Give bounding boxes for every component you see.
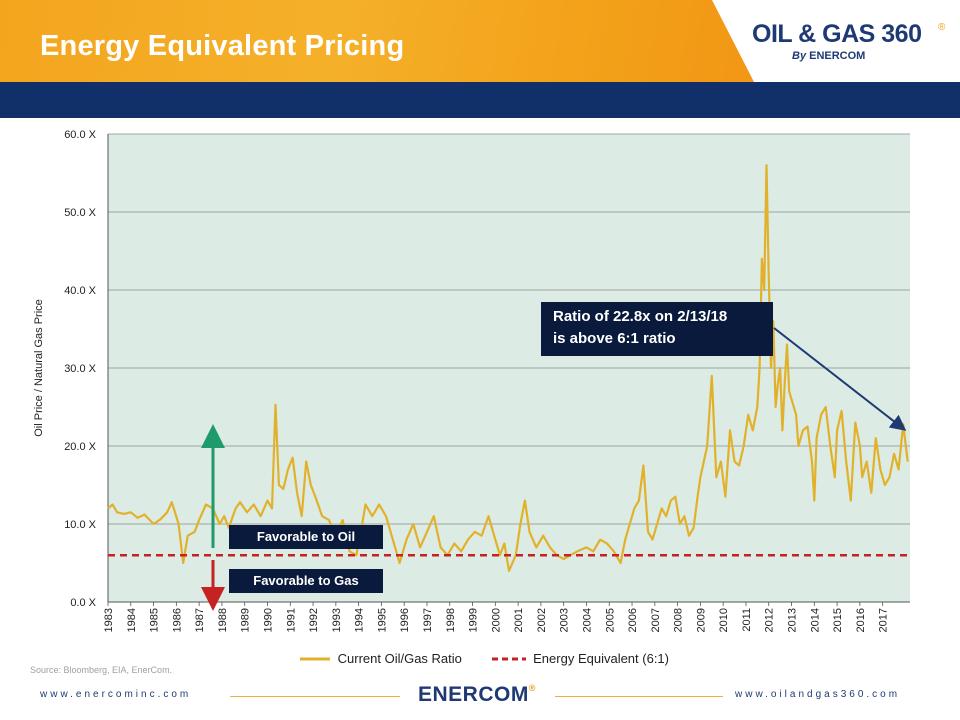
- ratio-series-line: [107, 164, 909, 572]
- x-tick-label: 2017: [878, 608, 890, 632]
- x-tick-label: 1997: [422, 608, 434, 632]
- x-tick-label: 1996: [399, 608, 411, 632]
- x-tick-label: 1995: [376, 608, 388, 632]
- footer-divider-left: [230, 696, 400, 697]
- x-tick-label: 2006: [627, 608, 639, 632]
- source-note: Source: Bloomberg, EIA, EnerCom.: [30, 665, 173, 675]
- x-tick-label: 2011: [741, 608, 753, 632]
- y-axis-label: Oil Price / Natural Gas Price: [33, 299, 45, 437]
- annotation-box: Ratio of 22.8x on 2/13/18 is above 6:1 r…: [541, 302, 773, 356]
- x-tick-label: 2012: [764, 608, 776, 632]
- x-tick-label: 2002: [536, 608, 548, 632]
- footer-logo-reg: ®: [528, 683, 536, 693]
- x-tick-label: 2007: [650, 608, 662, 632]
- x-tick-label: 2010: [718, 608, 730, 632]
- x-tick-label: 2008: [673, 608, 685, 632]
- y-tick-label: 30.0 X: [64, 363, 96, 375]
- annotation-line1: Ratio of 22.8x on 2/13/18: [553, 308, 728, 325]
- x-tick-label: 1991: [285, 608, 297, 632]
- footer-right-url[interactable]: www.oilandgas360.com: [735, 689, 901, 700]
- x-tick-label: 1988: [217, 608, 229, 632]
- registered-mark: ®: [938, 22, 946, 33]
- x-tick-label: 2016: [855, 608, 867, 632]
- x-tick-label: 1999: [468, 608, 480, 632]
- x-tick-label: 2015: [832, 608, 844, 632]
- logo-sub-name: ENERCOM: [809, 50, 866, 62]
- x-tick-label: 1984: [126, 608, 138, 632]
- footer-left-url[interactable]: www.enercominc.com: [40, 689, 192, 700]
- favorable-to-oil-label: Favorable to Oil: [229, 525, 383, 549]
- x-tick-label: 1990: [262, 608, 274, 632]
- navy-bar: [0, 82, 960, 118]
- x-tick-label: 1992: [308, 608, 320, 632]
- legend-label-equivalent: Energy Equivalent (6:1): [533, 651, 669, 667]
- logo-panel: [712, 0, 960, 82]
- x-tick-label: 1983: [103, 608, 115, 632]
- legend-swatch-ratio: [300, 657, 330, 661]
- logo-sub-by: By: [792, 50, 807, 62]
- y-tick-label: 10.0 X: [64, 519, 96, 531]
- x-tick-label: 1986: [171, 608, 183, 632]
- y-tick-label: 20.0 X: [64, 441, 96, 453]
- y-tick-label: 40.0 X: [64, 285, 96, 297]
- chart-legend: Current Oil/Gas Ratio Energy Equivalent …: [300, 650, 695, 668]
- footer-logo-text: ENERCOM: [418, 683, 529, 706]
- favorable-to-gas-label: Favorable to Gas: [229, 569, 383, 593]
- logo-subtitle: By ENERCOM: [792, 50, 865, 62]
- x-tick-label: 2014: [809, 608, 821, 632]
- y-tick-label: 0.0 X: [70, 597, 96, 609]
- x-tick-label: 1998: [445, 608, 457, 632]
- x-tick-label: 2005: [604, 608, 616, 632]
- enercom-footer-logo: ENERCOM®: [418, 683, 536, 707]
- annotation-pointer-arrow: [773, 327, 907, 431]
- y-tick-label: 60.0 X: [64, 129, 96, 141]
- ratio-chart: 0.0 X 10.0 X 20.0 X 30.0 X 40.0 X 50.0 X 60.0 …: [33, 129, 910, 632]
- annotation-line2: is above 6:1 ratio: [553, 330, 676, 347]
- legend-swatch-equivalent: [491, 657, 526, 661]
- x-tick-label: 1987: [194, 608, 206, 632]
- x-tick-label: 2000: [490, 608, 502, 632]
- x-tick-label: 2004: [581, 608, 593, 632]
- legend-label-ratio: Current Oil/Gas Ratio: [337, 651, 462, 667]
- page-title: Energy Equivalent Pricing: [40, 30, 405, 62]
- x-tick-label: 2003: [559, 608, 571, 632]
- x-tick-label: 1994: [354, 608, 366, 632]
- x-tick-label: 2001: [513, 608, 525, 632]
- x-tick-label: 2009: [695, 608, 707, 632]
- x-tick-label: 2013: [787, 608, 799, 632]
- oilandgas360-logo: OIL & GAS 360: [752, 20, 922, 48]
- y-tick-label: 50.0 X: [64, 207, 96, 219]
- x-tick-label: 1993: [331, 608, 343, 632]
- x-tick-label: 1985: [149, 608, 161, 632]
- x-tick-label: 1989: [240, 608, 252, 632]
- footer-divider-right: [555, 696, 723, 697]
